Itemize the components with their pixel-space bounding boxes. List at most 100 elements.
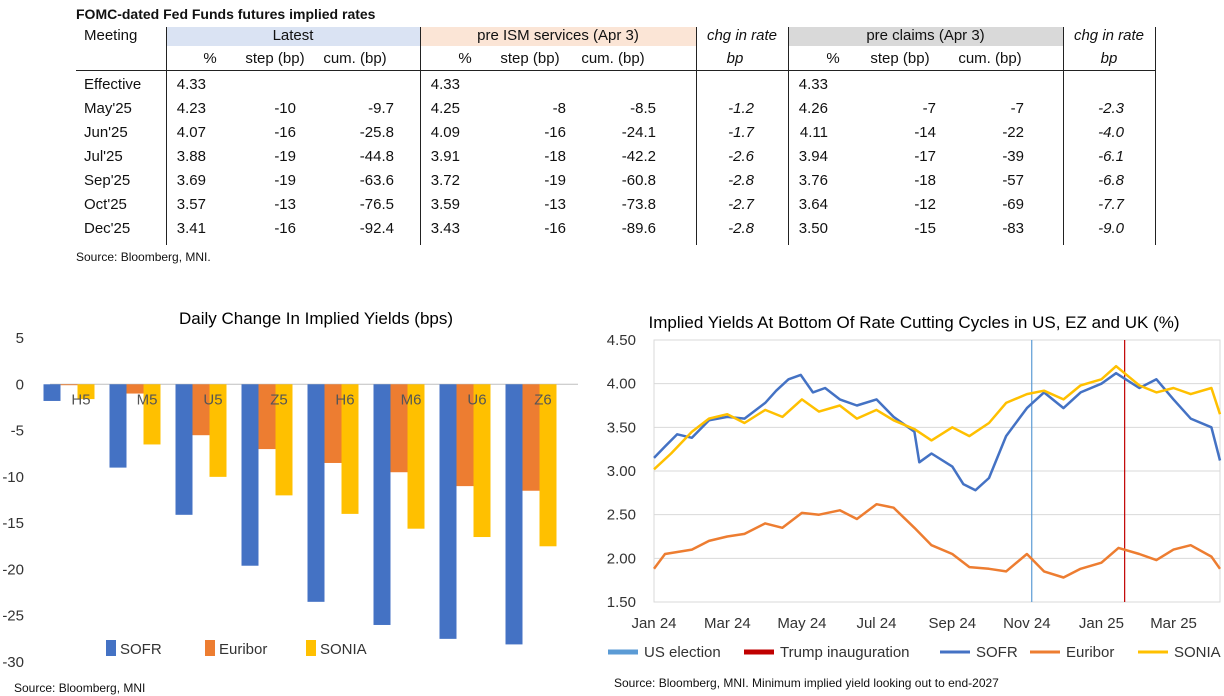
row-meeting: Oct'25 [84, 196, 127, 213]
daily-change-bar-chart: Daily Change In Implied Yields (bps) 5 0 -… [2, 309, 578, 671]
subheader-bp: bp [726, 50, 744, 67]
bar-category-label: M5 [137, 391, 158, 408]
bar-category-label: U6 [467, 391, 486, 408]
bar-category-label: Z5 [270, 391, 288, 408]
table-cell-l-cum: -25.8 [359, 124, 394, 141]
row-meeting: Jun'25 [84, 124, 128, 141]
bar-sonia-h5 [77, 384, 95, 400]
table-cell-i-pct: 3.59 [430, 196, 460, 213]
divider-5 [1063, 27, 1064, 245]
bar-sofr-h6 [307, 384, 325, 602]
table-cell-c-cum: -69 [1002, 196, 1024, 213]
chg2-group-header: chg in rate [1073, 27, 1145, 44]
bar-y-tick: -15 [2, 515, 24, 532]
table-cell-chg2: -7.7 [1098, 196, 1124, 213]
table-cell-i-step: -16 [544, 124, 566, 141]
table-cell-l-cum: -76.5 [359, 196, 394, 213]
table-cell-chg1: -2.6 [728, 148, 754, 165]
bar-euribor-u5 [192, 384, 210, 436]
table-cell-l-cum: -44.8 [359, 148, 394, 165]
bar-series [43, 384, 557, 645]
bar-sofr-u6 [439, 384, 457, 639]
bar-sonia-z6 [539, 384, 557, 547]
divider-4 [788, 27, 789, 245]
bar-sonia-h6 [341, 384, 359, 514]
row-meeting: Effective [84, 76, 142, 93]
bar-category-label: U5 [203, 391, 222, 408]
implied-yields-line-chart: Implied Yields At Bottom Of Rate Cutting… [607, 313, 1222, 661]
row-meeting: Jul'25 [84, 148, 123, 165]
bar-euribor-u6 [456, 384, 474, 487]
table-cell-c-pct: 4.26 [798, 100, 828, 117]
table-cell-l-step: -19 [274, 148, 296, 165]
line-plot-frame [653, 339, 1221, 603]
bar-sonia-m5 [143, 384, 161, 445]
line-x-tick: Mar 24 [704, 615, 751, 632]
divider-2 [420, 27, 421, 245]
table-cell-chg2: -2.3 [1098, 100, 1124, 117]
fed-funds-table: FOMC-dated Fed Funds futures implied rat… [0, 0, 1224, 270]
bar-legend-label: SONIA [320, 641, 367, 658]
subheader-pct: % [458, 50, 472, 67]
table-cell-l-pct: 4.33 [176, 76, 206, 93]
pre-ism-group-header: pre ISM services (Apr 3) [477, 27, 639, 44]
table-cell-c-cum: -22 [1002, 124, 1024, 141]
line-x-tick: May 24 [777, 615, 826, 632]
table-cell-chg1: -2.8 [728, 172, 754, 189]
divider-3 [696, 27, 697, 245]
line-y-tick: 2.00 [607, 550, 636, 567]
line-y-tick: 3.50 [607, 419, 636, 436]
bar-category-label: H6 [335, 391, 354, 408]
bar-euribor-h6 [324, 384, 342, 463]
line-legend: US election Trump inauguration SOFR Euribor… [608, 644, 1221, 661]
table-cell-l-pct: 3.57 [176, 196, 206, 213]
table-cell-i-step: -18 [544, 148, 566, 165]
bar-euribor-z6 [522, 384, 540, 491]
table-cell-l-pct: 3.69 [176, 172, 206, 189]
table-cell-i-step: -19 [544, 172, 566, 189]
table-cell-c-pct: 3.94 [798, 148, 828, 165]
bar-sofr-m6 [373, 384, 391, 625]
line-legend-label: Euribor [1066, 644, 1114, 661]
series-line-euribor [652, 502, 1222, 579]
table-cell-c-pct: 3.64 [798, 196, 828, 213]
bar-y-tick: 5 [16, 330, 24, 347]
bar-legend: SOFR Euribor SONIA [106, 640, 367, 658]
table-title: FOMC-dated Fed Funds futures implied rat… [76, 6, 376, 22]
bar-sonia-u5 [209, 384, 227, 477]
line-x-tick: Jan 25 [1079, 615, 1124, 632]
subheader-step: step (bp) [500, 50, 560, 67]
table-cell-c-pct: 3.76 [798, 172, 828, 189]
subheader-pct: % [203, 50, 217, 67]
subheader-cum: cum. (bp) [958, 50, 1022, 67]
line-x-axis: Jan 24 Mar 24 May 24 Jul 24 Sep 24 Nov 24 Jan … [631, 615, 1196, 632]
table-cell-c-pct: 4.11 [799, 124, 828, 141]
bar-y-tick: 0 [16, 376, 24, 393]
row-meeting: Sep'25 [84, 172, 131, 189]
line-y-tick: 2.50 [607, 507, 636, 524]
latest-header-fill [166, 27, 420, 46]
table-cell-l-pct: 3.88 [176, 148, 206, 165]
subheader-step: step (bp) [870, 50, 930, 67]
table-cell-l-step: -16 [274, 124, 296, 141]
table-cell-l-cum: -92.4 [359, 220, 394, 237]
table-cell-l-step: -19 [274, 172, 296, 189]
header-rule [76, 70, 1155, 71]
pre-claims-header-fill [788, 27, 1063, 46]
line-y-tick: 4.50 [607, 332, 636, 349]
latest-group-header: Latest [272, 27, 314, 44]
table-cell-i-pct: 3.91 [430, 148, 460, 165]
line-x-tick: Sep 24 [929, 615, 977, 632]
table-cell-i-pct: 4.33 [430, 76, 460, 93]
line-x-tick: Jul 24 [856, 615, 896, 632]
pre-ism-header-fill [420, 27, 696, 46]
table-cell-l-step: -13 [274, 196, 296, 213]
series-line-sofr [653, 371, 1222, 492]
line-x-tick: Jan 24 [631, 615, 676, 632]
table-cell-l-step: -10 [274, 100, 296, 117]
bar-euribor-m5 [126, 384, 144, 394]
table-cell-c-step: -12 [914, 196, 936, 213]
table-cell-i-cum: -89.6 [621, 220, 656, 237]
bar-sofr-z5 [241, 384, 259, 566]
bar-euribor-h5 [60, 384, 78, 386]
